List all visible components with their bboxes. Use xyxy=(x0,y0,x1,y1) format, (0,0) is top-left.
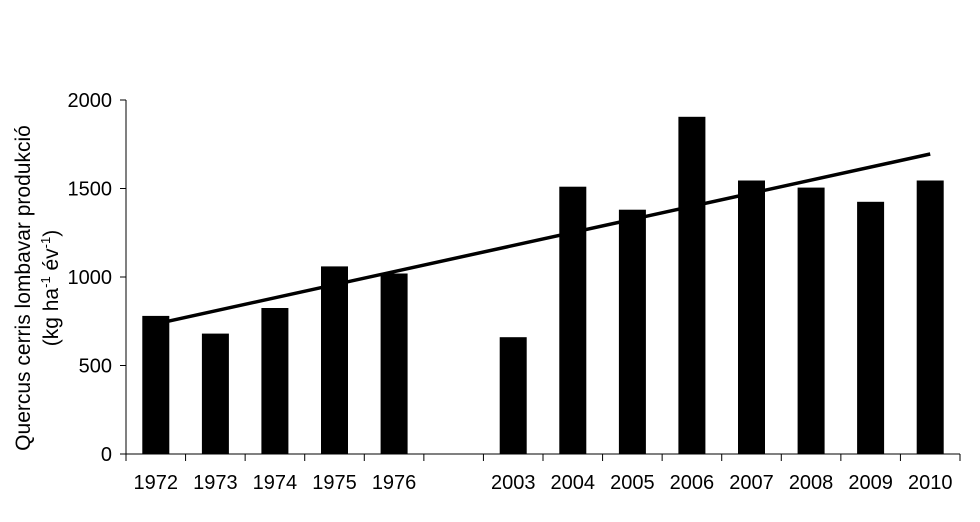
y-tick-label: 1000 xyxy=(68,267,113,289)
bar-2010 xyxy=(916,180,944,454)
y-tick-labels: 0 500 1000 1500 2000 xyxy=(68,90,113,466)
y-tick-label: 0 xyxy=(101,444,112,466)
bar-2009 xyxy=(857,201,885,454)
x-tick-label-2003: 2003 xyxy=(491,472,536,494)
x-tick-label-2006: 2006 xyxy=(670,472,715,494)
bar-1972 xyxy=(142,315,170,454)
x-tick-label-2010: 2010 xyxy=(908,472,953,494)
y-axis-title-line2-post: ) xyxy=(40,230,63,237)
x-tick-label-2004: 2004 xyxy=(551,472,596,494)
x-tick-label-2009: 2009 xyxy=(848,472,893,494)
x-tick-labels: 1972 1973 1974 1975 1976 2003 2004 2005 2006 2007… xyxy=(134,472,953,494)
bar-2005 xyxy=(618,209,646,454)
x-tick-label-1974: 1974 xyxy=(253,472,298,494)
x-tick-label-1973: 1973 xyxy=(193,472,238,494)
x-tick-label-1975: 1975 xyxy=(312,472,357,494)
bars xyxy=(142,116,944,455)
bar-2007 xyxy=(738,180,765,454)
bar-2004 xyxy=(559,186,587,454)
bar-2003 xyxy=(499,337,527,454)
y-axis-title-line2-sup1: -1 xyxy=(38,276,53,288)
axes xyxy=(120,99,961,461)
bar-2008 xyxy=(797,187,825,454)
y-axis-title-line2-sup2: -1 xyxy=(38,237,53,249)
bar-2006 xyxy=(678,116,706,455)
x-tick-label-2007: 2007 xyxy=(729,472,774,494)
y-axis-title-line2-mid: év xyxy=(40,248,63,277)
x-tick-label-2005: 2005 xyxy=(610,472,655,494)
x-tick-label-1972: 1972 xyxy=(134,472,179,494)
y-tick-label: 2000 xyxy=(68,90,113,112)
bar-1975 xyxy=(321,266,348,454)
y-axis-title-line2: (kg ha-1 év-1) xyxy=(38,230,63,347)
trendline xyxy=(155,152,931,326)
y-axis-title-line2-pre: (kg ha xyxy=(40,288,63,347)
y-axis-title: Quercus cerris lombavar produkció (kg ha… xyxy=(12,125,63,451)
y-tick-label: 500 xyxy=(79,356,112,378)
bar-1974 xyxy=(261,308,289,454)
bar-1976 xyxy=(380,273,408,454)
y-axis-title-line1: Quercus cerris lombavar produkció xyxy=(12,125,35,451)
y-tick-label: 1500 xyxy=(68,179,113,201)
bar-1973 xyxy=(201,333,229,454)
x-tick-label-2008: 2008 xyxy=(789,472,834,494)
x-tick-label-1976: 1976 xyxy=(372,472,417,494)
